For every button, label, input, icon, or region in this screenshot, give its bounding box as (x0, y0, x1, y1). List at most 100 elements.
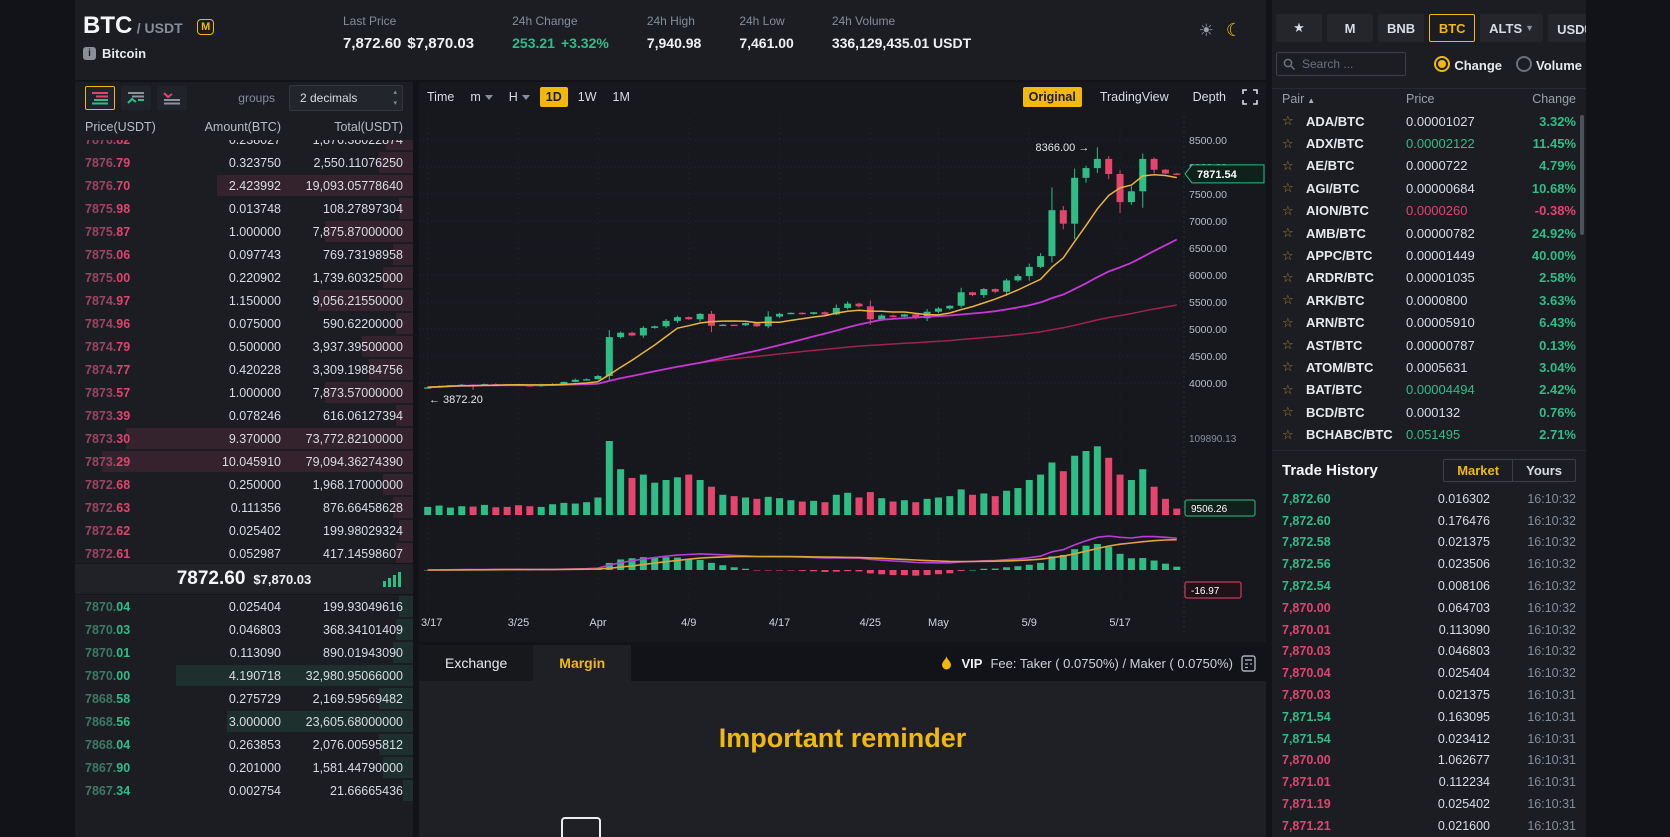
pair-row-appc[interactable]: ☆ APPC/BTC 0.00001449 40.00% (1272, 244, 1586, 266)
calculator-icon[interactable] (1241, 654, 1256, 672)
radio-change[interactable]: Change (1434, 55, 1502, 73)
market-tab-m[interactable]: M (1327, 14, 1373, 42)
book-view-asks-icon[interactable] (157, 86, 187, 110)
market-tab-btc[interactable]: BTC (1429, 14, 1476, 42)
orderbook-row[interactable]: 7870.01 0.113090 890.01943090 (75, 641, 413, 664)
chart-mode-tradingview[interactable]: TradingView (1094, 87, 1175, 107)
star-icon[interactable]: ☆ (1282, 157, 1294, 173)
star-icon[interactable]: ☆ (1282, 426, 1294, 442)
orderbook-row[interactable]: 7876.79 0.323750 2,550.11076250 (75, 151, 413, 174)
orderbook-row[interactable]: 7872.61 0.052987 417.14598607 (75, 542, 413, 563)
orderbook-row[interactable]: 7874.79 0.500000 3,937.39500000 (75, 335, 413, 358)
star-icon[interactable]: ☆ (1282, 314, 1294, 330)
interval-1d[interactable]: 1D (539, 87, 568, 107)
star-icon[interactable]: ☆ (1282, 269, 1294, 285)
orderbook-row[interactable]: 7868.04 0.263853 2,076.00595812 (75, 733, 413, 756)
orderbook-row[interactable]: 7870.03 0.046803 368.34101409 (75, 618, 413, 641)
radio-volume[interactable]: Volume (1516, 55, 1582, 73)
tab-exchange[interactable]: Exchange (419, 645, 534, 681)
orderbook-row[interactable]: 7875.98 0.013748 108.27897304 (75, 197, 413, 220)
orderbook-row[interactable]: 7873.30 9.370000 73,772.82100000 (75, 427, 413, 450)
star-icon[interactable]: ☆ (1282, 359, 1294, 375)
tab-yours[interactable]: Yours (1512, 460, 1575, 481)
star-icon[interactable]: ☆ (1282, 202, 1294, 218)
orderbook-row[interactable]: 7873.57 1.000000 7,873.57000000 (75, 381, 413, 404)
interval-1w[interactable]: 1W (572, 87, 603, 107)
pair-row-adx[interactable]: ☆ ADX/BTC 0.00002122 11.45% (1272, 132, 1586, 154)
light-theme-icon[interactable]: ☀ (1198, 20, 1214, 40)
star-icon[interactable]: ☆ (1282, 247, 1294, 263)
pair-row-atom[interactable]: ☆ ATOM/BTC 0.0005631 3.04% (1272, 356, 1586, 378)
tab-margin[interactable]: Margin (533, 645, 632, 681)
orderbook-row[interactable]: 7867.34 0.002754 21.66665436 (75, 779, 413, 802)
pair-row-amb[interactable]: ☆ AMB/BTC 0.00000782 24.92% (1272, 222, 1586, 244)
depth-chart-icon[interactable] (383, 571, 401, 587)
decimals-dropdown[interactable]: 2 decimals ▴ ▾ (289, 85, 403, 111)
tab-market[interactable]: Market (1457, 463, 1500, 478)
pair-col[interactable]: Pair ▲ (1282, 91, 1316, 106)
orderbook-row[interactable]: 7874.77 0.420228 3,309.19884756 (75, 358, 413, 381)
orderbook-row[interactable]: 7872.63 0.111356 876.66458628 (75, 496, 413, 519)
pair-row-ark[interactable]: ☆ ARK/BTC 0.0000800 3.63% (1272, 289, 1586, 311)
book-view-bids-icon[interactable] (121, 86, 151, 110)
book-view-both-icon[interactable] (85, 86, 115, 110)
pair-row-bchabc[interactable]: ☆ BCHABC/BTC 0.051495 2.71% (1272, 423, 1586, 445)
orderbook-row[interactable]: 7867.90 0.201000 1,581.44790000 (75, 756, 413, 779)
pair-row-bat[interactable]: ☆ BAT/BTC 0.00004494 2.42% (1272, 379, 1586, 401)
pair-row-ast[interactable]: ☆ AST/BTC 0.00000787 0.13% (1272, 334, 1586, 356)
star-icon[interactable]: ☆ (1282, 135, 1294, 151)
search-box[interactable] (1276, 52, 1406, 76)
fullscreen-icon[interactable] (1242, 89, 1258, 105)
interval-m[interactable]: m (464, 87, 498, 107)
orderbook-row[interactable]: 7876.70 2.423992 19,093.05778640 (75, 174, 413, 197)
pair-row-aion[interactable]: ☆ AION/BTC 0.0000260 -0.38% (1272, 200, 1586, 222)
market-tab-bnb[interactable]: BNB (1378, 14, 1425, 42)
star-icon[interactable]: ☆ (1282, 404, 1294, 420)
chart-mode-original[interactable]: Original (1022, 87, 1082, 107)
spinner-icon[interactable]: ▴ ▾ (393, 89, 397, 107)
price-col[interactable]: Price (1406, 91, 1435, 106)
orderbook-row[interactable]: 7872.62 0.025402 199.98029324 (75, 519, 413, 542)
orderbook-row[interactable]: 7875.06 0.097743 769.73198958 (75, 243, 413, 266)
orderbook-row[interactable]: 7868.58 0.275729 2,169.59569482 (75, 687, 413, 710)
chart-mode-depth[interactable]: Depth (1187, 87, 1232, 107)
macd-hist-bar (1003, 567, 1011, 570)
orderbook-row[interactable]: 7874.97 1.150000 9,056.21550000 (75, 289, 413, 312)
search-input[interactable] (1300, 56, 1390, 72)
star-icon[interactable]: ☆ (1282, 225, 1294, 241)
pair-price: 0.051495 (1406, 427, 1461, 443)
star-icon[interactable]: ☆ (1282, 337, 1294, 353)
orderbook-row[interactable]: 7875.00 0.220902 1,739.60325000 (75, 266, 413, 289)
col-total: Total(USDT) (334, 120, 403, 134)
orderbook-row[interactable]: 7873.29 10.045910 79,094.36274390 (75, 450, 413, 473)
dark-theme-icon[interactable]: ☾ (1225, 20, 1242, 40)
orderbook-row[interactable]: 7868.56 3.000000 23,605.68000000 (75, 710, 413, 733)
pair-row-arn[interactable]: ☆ ARN/BTC 0.00005910 6.43% (1272, 312, 1586, 334)
orderbook-row[interactable]: 7872.68 0.250000 1,968.17000000 (75, 473, 413, 496)
interval-1m[interactable]: 1M (607, 87, 636, 107)
orderbook-row[interactable]: 7870.00 4.190718 32,980.95066000 (75, 664, 413, 687)
market-tab-alts[interactable]: ALTS ▼ (1480, 14, 1544, 42)
pair-row-ada[interactable]: ☆ ADA/BTC 0.00001027 3.32% (1272, 110, 1586, 132)
change-col[interactable]: Change (1532, 91, 1576, 106)
pair-row-ae[interactable]: ☆ AE/BTC 0.0000722 4.79% (1272, 155, 1586, 177)
market-tab-favorites[interactable]: ★ (1276, 14, 1322, 42)
star-icon[interactable]: ☆ (1282, 113, 1294, 129)
interval-h[interactable]: H (503, 87, 536, 107)
star-icon[interactable]: ☆ (1282, 180, 1294, 196)
low-annotation: ← 3872.20 (429, 394, 483, 406)
star-icon[interactable]: ☆ (1282, 381, 1294, 397)
info-icon[interactable]: i (83, 47, 96, 60)
pair-row-ardr[interactable]: ☆ ARDR/BTC 0.00001035 2.58% (1272, 267, 1586, 289)
pair-list-scrollbar[interactable] (1580, 115, 1584, 235)
price-chart[interactable]: 3/17 3/25 Apr 4/9 4/17 4/25 May 5/9 5/17 109890.1… (419, 112, 1266, 642)
orderbook-row[interactable]: 7873.39 0.078246 616.06127394 (75, 404, 413, 427)
orderbook-row[interactable]: 7874.96 0.075000 590.62200000 (75, 312, 413, 335)
pair-row-agi[interactable]: ☆ AGI/BTC 0.00000684 10.68% (1272, 177, 1586, 199)
orderbook-row[interactable]: 7870.04 0.025404 199.93049616 (75, 595, 413, 618)
star-icon[interactable]: ☆ (1282, 292, 1294, 308)
orderbook-row[interactable]: 7876.820.2380271,876.38022874 (75, 140, 413, 151)
orderbook-row[interactable]: 7875.87 1.000000 7,875.87000000 (75, 220, 413, 243)
pair-row-bcd[interactable]: ☆ BCD/BTC 0.000132 0.76% (1272, 401, 1586, 423)
